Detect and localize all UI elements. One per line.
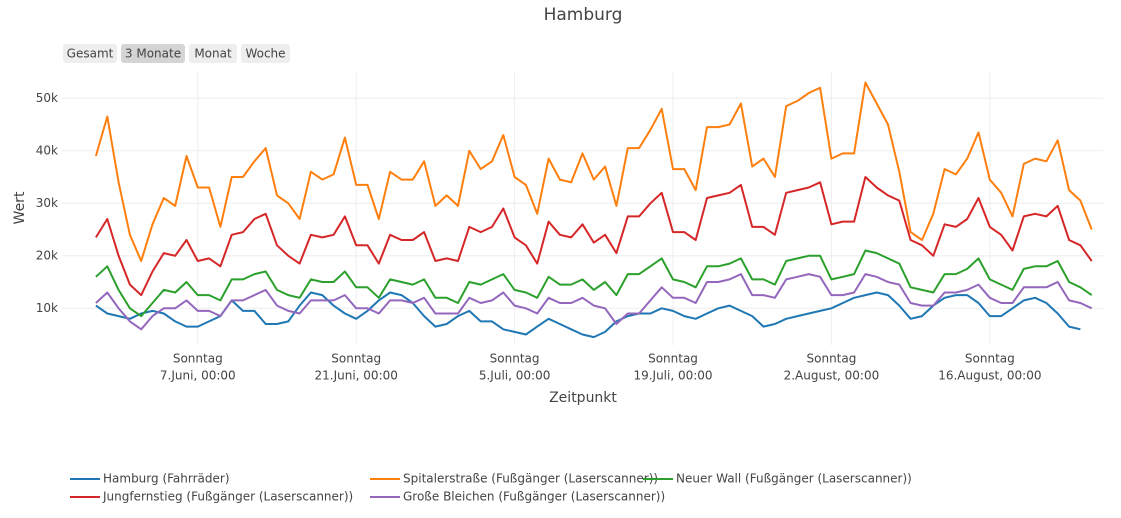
button-bg [189,44,237,63]
x-tick-label: Sonntag [490,352,540,366]
y-tick-label: 40k [36,143,58,157]
y-tick-label: 20k [36,248,58,262]
button-bg [241,44,290,63]
legend-item[interactable]: Neuer Wall (Fußgänger (Laserscanner)) [643,472,912,486]
legend-item[interactable]: Spitalerstraße (Fußgänger (Laserscanner)… [370,472,658,486]
x-tick-label: Sonntag [173,352,223,366]
button-label: Gesamt [67,47,114,61]
legend-item[interactable]: Jungfernstieg (Fußgänger (Laserscanner)) [70,490,353,504]
button-label: 3 Monate [125,47,181,61]
chart-title: Hamburg [544,5,623,25]
series-line [95,291,1081,339]
x-tick-label: 7.Juni, 00:00 [160,369,236,383]
range-button[interactable]: Woche [241,44,290,63]
button-label: Monat [194,47,232,61]
range-button[interactable]: 3 Monate [121,44,185,63]
legend-item[interactable]: Hamburg (Fahrräder) [70,472,230,486]
series-line [94,81,1093,262]
legend-label: Hamburg (Fahrräder) [103,472,230,486]
legend-label: Neuer Wall (Fußgänger (Laserscanner)) [676,472,912,486]
x-tick-label: 21.Juni, 00:00 [315,369,398,383]
series-line [95,273,1093,331]
series-line [95,249,1093,318]
series-line [95,176,1093,297]
range-button[interactable]: Gesamt [63,44,117,63]
legend-label: Große Bleichen (Fußgänger (Laserscanner)… [403,490,665,504]
button-bg [63,44,117,63]
y-tick-label: 50k [36,91,58,105]
legend-label: Jungfernstieg (Fußgänger (Laserscanner)) [102,490,353,504]
x-tick-label: 19.Juli, 00:00 [633,369,712,383]
x-tick-label: Sonntag [807,352,857,366]
x-tick-label: Sonntag [331,352,381,366]
y-tick-label: 10k [36,301,58,315]
legend-item[interactable]: Große Bleichen (Fußgänger (Laserscanner)… [370,490,665,504]
range-button[interactable]: Monat [189,44,237,63]
x-tick-label: Sonntag [648,352,698,366]
x-axis-label: Zeitpunkt [549,390,617,406]
button-bg [121,44,185,63]
button-label: Woche [245,47,285,61]
x-tick-label: 2.August, 00:00 [784,369,880,383]
x-tick-label: Sonntag [965,352,1015,366]
y-tick-label: 30k [36,196,58,210]
x-tick-label: 16.August, 00:00 [938,369,1041,383]
legend-label: Spitalerstraße (Fußgänger (Laserscanner)… [403,472,658,486]
y-axis-label: Wert [12,191,28,224]
x-tick-label: 5.Juli, 00:00 [479,369,550,383]
